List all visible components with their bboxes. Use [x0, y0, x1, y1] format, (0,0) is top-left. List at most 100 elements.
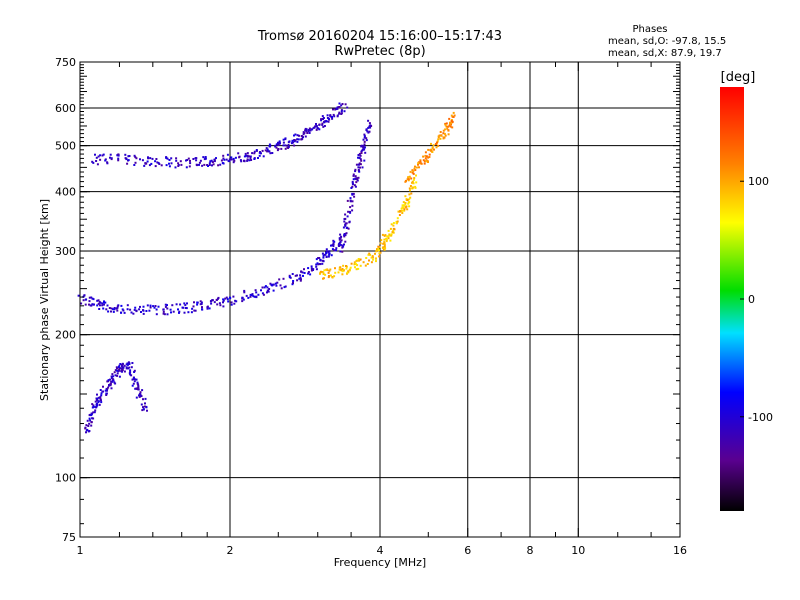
data-point: [325, 255, 328, 258]
data-point: [166, 313, 169, 316]
data-point: [141, 409, 144, 412]
data-point: [253, 150, 256, 153]
data-point: [224, 297, 227, 300]
data-point: [242, 298, 245, 301]
data-point: [445, 125, 448, 128]
data-point: [194, 309, 197, 312]
data-point: [393, 228, 396, 231]
data-point: [109, 378, 111, 381]
data-point: [367, 131, 370, 134]
data-point: [135, 310, 138, 313]
data-point: [116, 309, 119, 312]
data-point: [155, 308, 158, 311]
data-point: [401, 209, 404, 212]
data-point: [107, 310, 110, 313]
data-point: [175, 159, 178, 162]
data-point: [277, 143, 280, 145]
data-point: [277, 148, 280, 150]
data-point: [407, 202, 410, 205]
data-point: [331, 248, 334, 251]
data-point: [356, 179, 359, 182]
data-point: [315, 258, 318, 261]
data-point: [133, 377, 135, 380]
data-point: [383, 244, 386, 246]
data-point: [337, 271, 340, 274]
data-point: [208, 307, 211, 310]
data-point: [307, 128, 310, 131]
data-point: [286, 146, 289, 149]
data-point: [177, 165, 180, 167]
data-point: [430, 142, 432, 145]
data-point: [196, 164, 198, 167]
data-point: [297, 138, 300, 141]
data-point: [383, 245, 386, 248]
data-point: [369, 253, 372, 256]
data-point: [282, 277, 285, 280]
data-point: [266, 150, 269, 153]
data-point: [280, 147, 283, 150]
data-point: [188, 165, 191, 168]
data-point: [84, 303, 87, 306]
data-point: [343, 233, 346, 235]
data-point: [401, 204, 404, 207]
data-point: [110, 377, 113, 380]
data-point: [414, 165, 416, 168]
data-point: [207, 165, 209, 167]
data-point: [99, 154, 102, 157]
data-point: [342, 269, 345, 272]
data-point: [112, 308, 114, 311]
data-point: [255, 296, 258, 299]
data-point: [168, 162, 170, 165]
data-point: [135, 396, 138, 399]
data-point: [250, 159, 253, 161]
data-point: [371, 256, 374, 259]
data-point: [92, 161, 95, 164]
data-point: [317, 257, 320, 259]
data-point: [345, 267, 348, 270]
data-point: [99, 158, 102, 161]
data-point: [299, 274, 302, 277]
data-point: [199, 300, 202, 303]
data-point: [280, 287, 283, 290]
data-point: [183, 311, 186, 314]
data-point: [127, 361, 130, 364]
data-point: [410, 177, 413, 180]
data-point: [258, 154, 261, 157]
data-point: [222, 298, 225, 301]
data-point: [108, 307, 111, 309]
data-point: [324, 253, 326, 256]
data-point: [164, 305, 167, 308]
data-point: [374, 252, 376, 255]
data-point: [397, 210, 400, 213]
data-point: [368, 259, 370, 262]
data-point: [227, 160, 230, 163]
data-point: [346, 106, 349, 109]
data-point: [144, 397, 147, 400]
data-point: [296, 134, 299, 137]
data-point: [385, 238, 388, 241]
data-point: [379, 242, 382, 245]
data-point: [88, 417, 91, 420]
data-point: [245, 294, 248, 297]
data-point: [405, 198, 408, 201]
data-point: [358, 157, 361, 159]
data-point: [449, 125, 452, 128]
data-point: [107, 379, 110, 382]
data-point: [299, 276, 302, 279]
data-point: [379, 251, 382, 254]
data-point: [179, 160, 182, 163]
data-point: [88, 414, 91, 417]
data-point: [367, 253, 370, 256]
data-point: [343, 243, 345, 246]
data-point: [219, 163, 222, 166]
data-point: [143, 164, 146, 167]
data-point: [143, 405, 146, 408]
data-point: [425, 159, 428, 162]
data-point: [332, 242, 335, 245]
data-point: [121, 365, 123, 368]
data-point: [142, 312, 145, 315]
data-point: [157, 305, 160, 308]
data-point: [269, 282, 272, 285]
data-point: [146, 304, 149, 307]
data-point: [362, 144, 365, 147]
